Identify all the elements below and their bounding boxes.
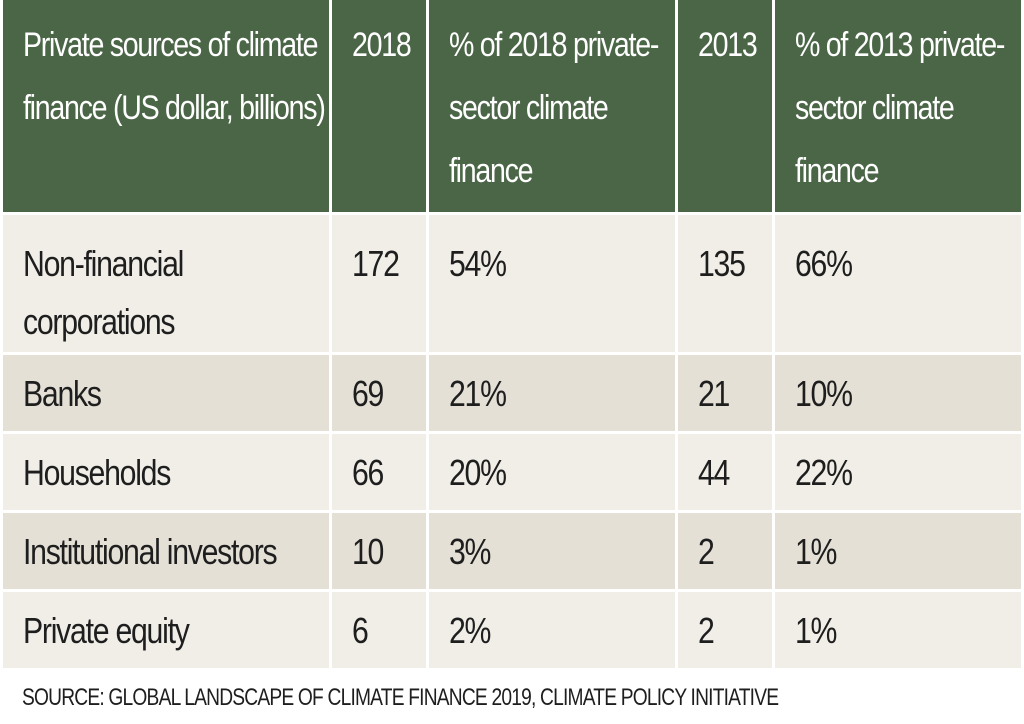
climate-finance-table: Private sources of climate finance (US d…	[3, 0, 1021, 671]
header-pct-2013: % of 2013 private-sector climate finance	[775, 0, 1021, 215]
source-caption: SOURCE: GLOBAL LANDSCAPE OF CLIMATE FINA…	[22, 684, 779, 711]
cell-source-name: Institutional investors	[3, 513, 332, 592]
table-header-row: Private sources of climate finance (US d…	[3, 0, 1021, 215]
table-row: Institutional investors 10 3% 2 1%	[3, 513, 1021, 592]
table-row: Banks 69 21% 21 10%	[3, 355, 1021, 434]
cell-2013-percent: 22%	[775, 434, 1021, 513]
cell-2013-value: 2	[678, 592, 775, 671]
header-private-sources: Private sources of climate finance (US d…	[3, 0, 332, 215]
climate-finance-table-wrapper: Private sources of climate finance (US d…	[3, 0, 1021, 671]
header-pct-2018: % of 2018 private-sector climate finance	[429, 0, 678, 215]
cell-2018-percent: 20%	[429, 434, 678, 513]
table-row: Households 66 20% 44 22%	[3, 434, 1021, 513]
cell-2013-percent: 1%	[775, 513, 1021, 592]
cell-2018-value: 172	[332, 215, 429, 355]
cell-2018-percent: 3%	[429, 513, 678, 592]
cell-source-name: Non-financial corporations	[3, 215, 332, 355]
cell-2018-value: 6	[332, 592, 429, 671]
cell-2018-percent: 2%	[429, 592, 678, 671]
cell-2018-value: 69	[332, 355, 429, 434]
cell-2018-percent: 21%	[429, 355, 678, 434]
cell-2018-value: 66	[332, 434, 429, 513]
cell-2018-percent: 54%	[429, 215, 678, 355]
table-row: Private equity 6 2% 2 1%	[3, 592, 1021, 671]
cell-2013-value: 21	[678, 355, 775, 434]
cell-2013-value: 135	[678, 215, 775, 355]
table-row: Non-financial corporations 172 54% 135 6…	[3, 215, 1021, 355]
header-2013: 2013	[678, 0, 775, 215]
cell-2018-value: 10	[332, 513, 429, 592]
cell-2013-percent: 66%	[775, 215, 1021, 355]
header-2018: 2018	[332, 0, 429, 215]
cell-source-name: Banks	[3, 355, 332, 434]
cell-source-name: Households	[3, 434, 332, 513]
cell-2013-value: 2	[678, 513, 775, 592]
cell-2013-percent: 1%	[775, 592, 1021, 671]
cell-source-name: Private equity	[3, 592, 332, 671]
cell-2013-value: 44	[678, 434, 775, 513]
cell-2013-percent: 10%	[775, 355, 1021, 434]
